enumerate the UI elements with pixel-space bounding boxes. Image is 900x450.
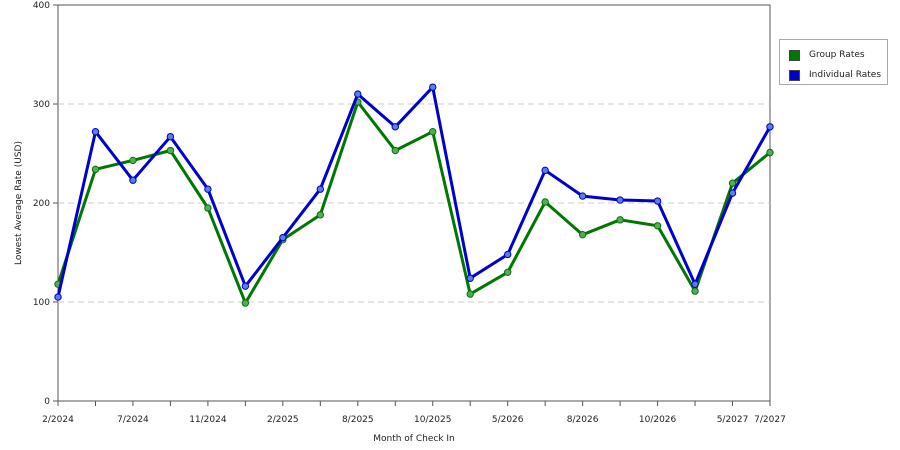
y-axis-title: Lowest Average Rate (USD) bbox=[14, 141, 24, 265]
x-tick-label: 5/2026 bbox=[492, 415, 524, 425]
y-tick-label: 100 bbox=[33, 298, 50, 308]
x-tick-label: 10/2026 bbox=[639, 415, 677, 425]
legend-label-group-rates: Group Rates bbox=[809, 50, 865, 60]
data-point bbox=[241, 282, 250, 290]
data-point bbox=[129, 176, 137, 184]
data-point bbox=[766, 123, 774, 131]
series-line bbox=[56, 85, 772, 298]
data-point bbox=[653, 197, 662, 205]
data-point bbox=[204, 185, 212, 193]
series-layer bbox=[54, 83, 774, 307]
data-point bbox=[766, 148, 774, 157]
data-point bbox=[166, 146, 175, 155]
x-tick-label: 8/2025 bbox=[342, 415, 374, 425]
data-point bbox=[354, 90, 362, 98]
x-tick-label: 2/2024 bbox=[42, 415, 74, 425]
data-point bbox=[728, 179, 737, 187]
y-tick-label: 200 bbox=[33, 199, 50, 209]
legend-item-individual-rates: Individual Rates bbox=[789, 68, 881, 82]
x-tick-label: 7/2027 bbox=[754, 415, 786, 425]
x-tick-label: 2/2025 bbox=[267, 415, 299, 425]
data-point bbox=[503, 250, 512, 259]
legend-swatch-group-rates bbox=[789, 49, 800, 61]
data-point bbox=[541, 166, 549, 175]
gridlines bbox=[58, 103, 770, 303]
x-axis: 2/2024 7/2024 11/2024 2/2025 8/2025 10/2025 5/… bbox=[42, 401, 786, 425]
data-point bbox=[129, 156, 137, 165]
data-point bbox=[91, 165, 100, 174]
data-point bbox=[316, 211, 325, 219]
data-point bbox=[653, 222, 662, 230]
data-point bbox=[616, 216, 624, 224]
legend: Group Rates Individual Rates bbox=[779, 39, 888, 85]
x-tick-label: 7/2024 bbox=[117, 415, 149, 425]
data-point bbox=[204, 204, 212, 212]
data-point bbox=[241, 299, 250, 307]
data-point bbox=[728, 189, 737, 197]
data-point bbox=[166, 132, 175, 141]
legend-swatch-individual-rates bbox=[789, 69, 800, 81]
legend-item-group-rates: Group Rates bbox=[789, 48, 865, 62]
y-tick-label: 0 bbox=[44, 397, 50, 407]
x-tick-label: 8/2026 bbox=[567, 415, 599, 425]
data-point bbox=[91, 128, 100, 136]
data-point bbox=[691, 280, 699, 288]
data-point bbox=[429, 83, 437, 91]
data-point bbox=[691, 287, 699, 295]
data-point bbox=[391, 146, 399, 155]
data-point bbox=[279, 233, 287, 242]
y-tick-label: 300 bbox=[33, 100, 50, 110]
series-line bbox=[56, 100, 771, 305]
data-point bbox=[503, 268, 512, 276]
x-tick-label: 11/2024 bbox=[189, 415, 227, 425]
data-point bbox=[541, 198, 549, 206]
data-point bbox=[578, 192, 587, 200]
data-point bbox=[391, 123, 399, 131]
x-tick-label: 5/2027 bbox=[717, 415, 749, 425]
data-point bbox=[316, 185, 325, 193]
data-point bbox=[429, 128, 437, 136]
legend-label-individual-rates: Individual Rates bbox=[809, 70, 882, 80]
data-point bbox=[578, 230, 587, 239]
y-tick-label: 400 bbox=[33, 1, 50, 11]
x-tick-label: 10/2025 bbox=[414, 415, 451, 425]
x-axis-title: Month of Check In bbox=[373, 434, 455, 444]
data-point bbox=[54, 293, 62, 301]
y-axis: 0 100 200 300 400 bbox=[33, 1, 58, 407]
data-point bbox=[466, 274, 474, 282]
data-point bbox=[616, 196, 624, 204]
series-individual-rates bbox=[54, 83, 774, 301]
data-point bbox=[466, 290, 474, 298]
